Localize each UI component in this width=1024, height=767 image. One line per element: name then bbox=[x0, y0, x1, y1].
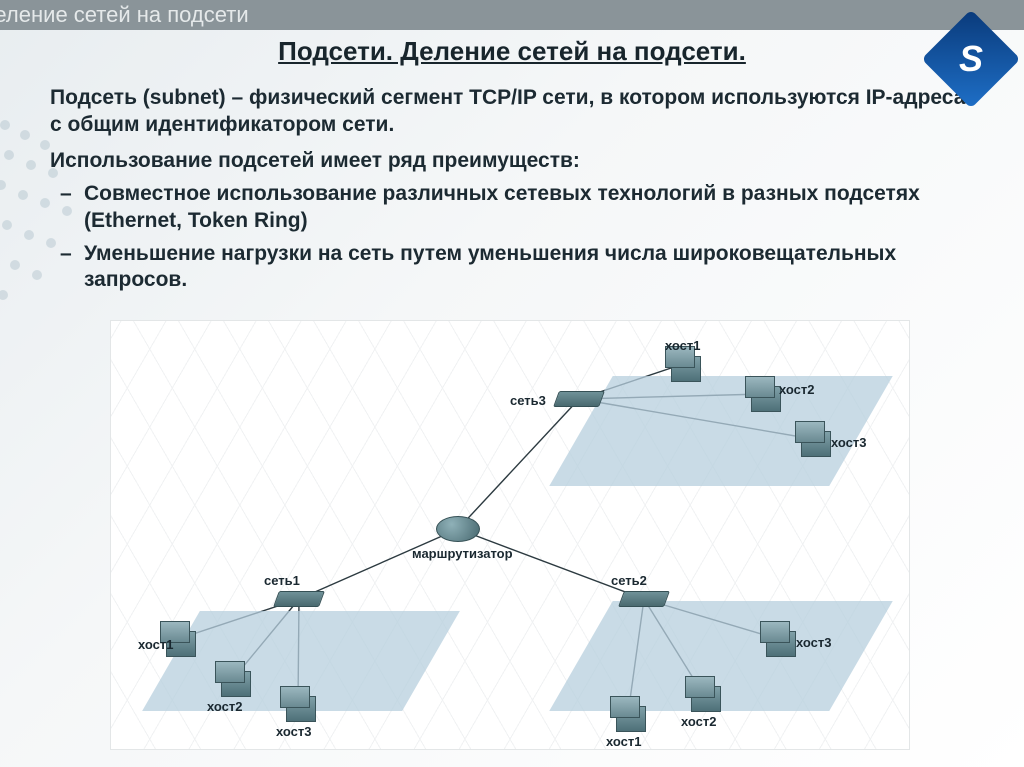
host-icon bbox=[221, 671, 251, 697]
diagram-label: сеть2 bbox=[611, 573, 647, 588]
advantages-intro: Использование подсетей имеет ряд преимущ… bbox=[50, 149, 974, 173]
text-content: Подсеть (subnet) – физический сегмент TC… bbox=[0, 67, 1024, 294]
host-icon bbox=[671, 356, 701, 382]
network-diagram: маршрутизатор сеть1 сеть2 сеть3 хост1 хост2 хо… bbox=[110, 320, 910, 750]
diagram-label: хост2 bbox=[207, 699, 243, 714]
diagram-label: хост2 bbox=[681, 714, 717, 729]
host-icon bbox=[616, 706, 646, 732]
router-icon bbox=[436, 516, 480, 542]
diagram-label: маршрутизатор bbox=[412, 546, 513, 561]
diagram-label: сеть3 bbox=[510, 393, 546, 408]
host-icon bbox=[751, 386, 781, 412]
diagram-label: хост1 bbox=[606, 734, 642, 749]
advantages-list: Совместное использование различных сетев… bbox=[50, 181, 974, 295]
diagram-label: хост1 bbox=[138, 637, 174, 652]
diagram-label: хост3 bbox=[831, 435, 867, 450]
switch-icon bbox=[556, 391, 602, 407]
host-icon bbox=[286, 696, 316, 722]
logo-letter: S bbox=[959, 38, 983, 80]
definition-paragraph: Подсеть (subnet) – физический сегмент TC… bbox=[50, 85, 974, 139]
host-icon bbox=[691, 686, 721, 712]
diagram-label: хост1 bbox=[665, 338, 701, 353]
diagram-label: хост3 bbox=[796, 635, 832, 650]
switch-icon bbox=[276, 591, 322, 607]
diagram-label: хост3 bbox=[276, 724, 312, 739]
slide-title: Подсети. Деление сетей на подсети. bbox=[0, 36, 1024, 67]
list-item: Совместное использование различных сетев… bbox=[84, 181, 974, 235]
list-item: Уменьшение нагрузки на сеть путем уменьш… bbox=[84, 241, 974, 295]
host-icon bbox=[766, 631, 796, 657]
header-strip: азделение сетей на подсети bbox=[0, 0, 1024, 30]
diagram-label: сеть1 bbox=[264, 573, 300, 588]
host-icon bbox=[801, 431, 831, 457]
decorative-dots bbox=[0, 120, 110, 340]
diagram-label: хост2 bbox=[779, 382, 815, 397]
switch-icon bbox=[621, 591, 667, 607]
